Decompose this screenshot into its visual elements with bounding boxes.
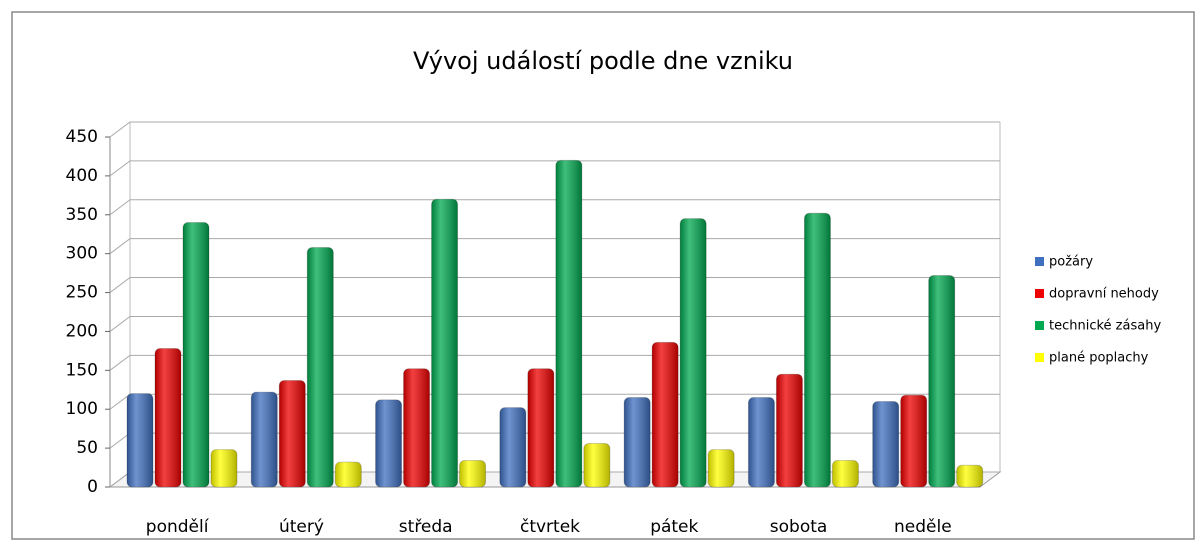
x-tick-label: neděle bbox=[894, 517, 952, 537]
bar-shade bbox=[155, 348, 181, 487]
bar-shade bbox=[251, 392, 278, 487]
legend-label: plané poplachy bbox=[1049, 351, 1149, 366]
bar-shade bbox=[127, 393, 153, 487]
bar-shade bbox=[335, 462, 362, 487]
legend-swatch bbox=[1035, 289, 1044, 298]
legend-label: technické zásahy bbox=[1049, 319, 1161, 334]
legend-label: dopravní nehody bbox=[1049, 287, 1159, 302]
grid-line bbox=[109, 121, 1000, 138]
bar-shade bbox=[832, 460, 859, 487]
bar-shade bbox=[624, 397, 651, 487]
floor bbox=[108, 471, 1002, 488]
bar-shade bbox=[872, 401, 899, 487]
bar-shade bbox=[459, 460, 486, 487]
bar-shade bbox=[928, 275, 955, 487]
bar-shade bbox=[748, 397, 775, 487]
grid-line bbox=[109, 199, 1000, 216]
bar-shade bbox=[804, 213, 831, 487]
bar-shade bbox=[307, 247, 334, 487]
bar-shade bbox=[499, 407, 526, 487]
bar-shade bbox=[776, 374, 803, 487]
grid-line bbox=[109, 238, 1000, 255]
legend-swatch bbox=[1035, 257, 1044, 266]
chart-title: Vývoj událostí podle dne vzniku bbox=[413, 47, 793, 75]
x-tick-label: sobota bbox=[770, 517, 828, 537]
x-tick-label: čtvrtek bbox=[520, 517, 580, 537]
bar-shade bbox=[431, 199, 458, 487]
bar-shade bbox=[279, 380, 306, 487]
y-tick-label: 400 bbox=[66, 166, 98, 186]
bar-shade bbox=[375, 399, 402, 487]
bar-shade bbox=[900, 395, 927, 487]
bar-shade bbox=[583, 443, 610, 487]
grid-line bbox=[109, 315, 1000, 332]
y-tick-label: 300 bbox=[66, 244, 98, 264]
legend-label: požáry bbox=[1049, 255, 1093, 270]
bar-shade bbox=[708, 449, 735, 487]
bar-shade bbox=[527, 368, 554, 487]
bar-shade bbox=[956, 465, 983, 487]
x-tick-label: úterý bbox=[279, 517, 324, 537]
bar-shade bbox=[183, 222, 209, 488]
y-tick-label: 150 bbox=[66, 360, 98, 380]
bar-shade bbox=[555, 160, 582, 488]
bar-shade bbox=[652, 342, 679, 487]
legend-swatch bbox=[1035, 353, 1044, 362]
bar-shade bbox=[211, 449, 237, 487]
x-tick-label: pátek bbox=[650, 517, 698, 537]
x-tick-label: pondělí bbox=[146, 517, 210, 537]
x-tick-label: středa bbox=[399, 517, 453, 537]
y-tick-label: 0 bbox=[87, 477, 98, 497]
y-tick-label: 200 bbox=[66, 321, 98, 341]
legend-swatch bbox=[1035, 321, 1044, 330]
grid-line bbox=[109, 354, 1000, 371]
y-tick-label: 450 bbox=[66, 127, 98, 147]
y-tick-label: 350 bbox=[66, 205, 98, 225]
grid-line bbox=[109, 160, 1000, 177]
y-tick-label: 100 bbox=[66, 399, 98, 419]
bar-shade bbox=[403, 368, 430, 487]
y-tick-label: 50 bbox=[76, 438, 98, 458]
y-tick-label: 250 bbox=[66, 283, 98, 303]
bar-shade bbox=[680, 218, 707, 487]
grid-line bbox=[109, 277, 1000, 293]
